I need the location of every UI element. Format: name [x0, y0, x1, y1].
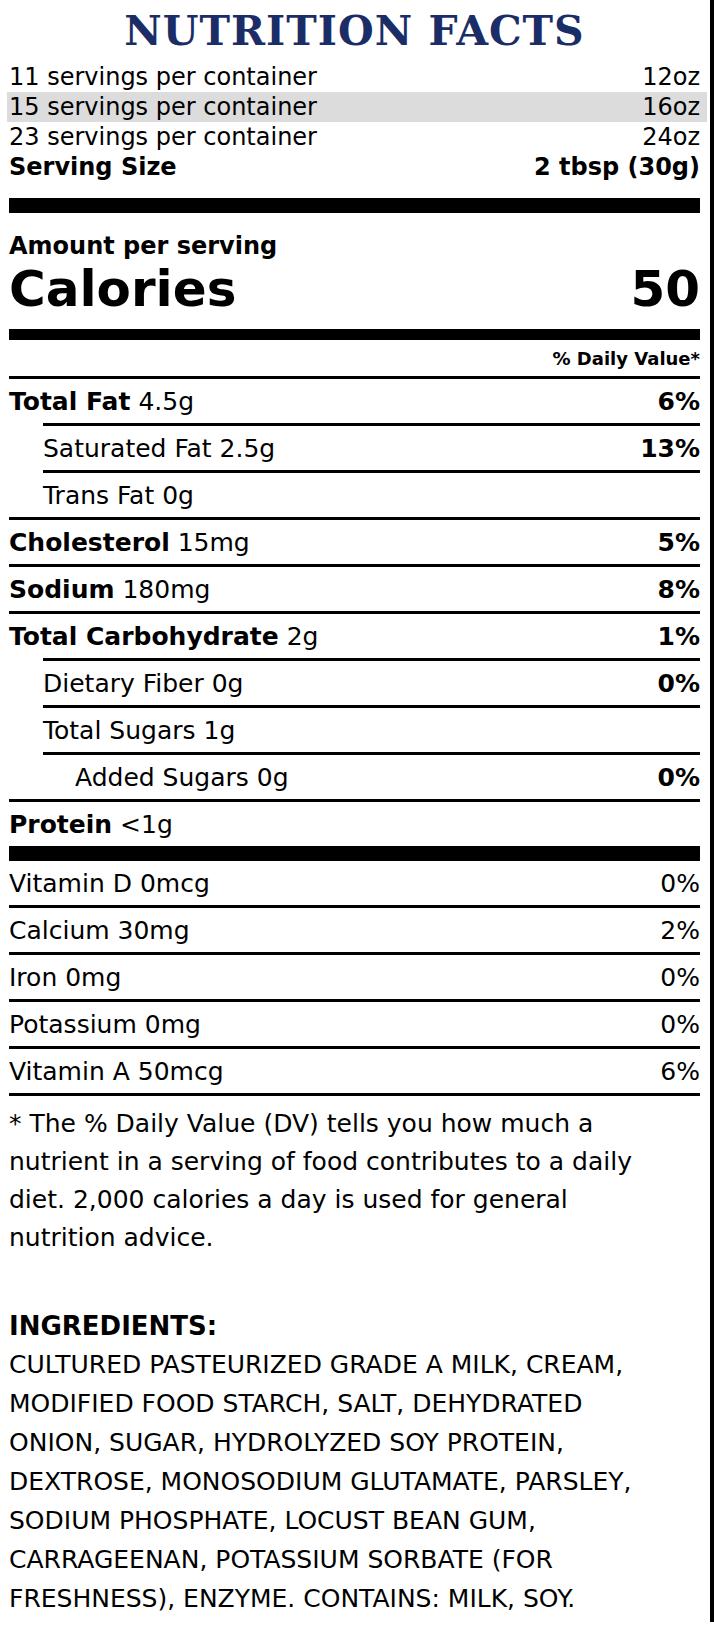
nutrient-label: Dietary Fiber 0g [43, 669, 243, 698]
nutrient-percent: 0% [658, 669, 700, 698]
ingredients-section: INGREDIENTS: CULTURED PASTEURIZED GRADE … [9, 1307, 700, 1618]
thick-divider [9, 198, 700, 213]
nutrient-row-total-carbohydrate: Total Carbohydrate 2g 1% [9, 614, 700, 658]
vitamin-label: Vitamin A 50mcg [9, 1057, 224, 1086]
ingredients-line: DEXTROSE, MONOSODIUM GLUTAMATE, PARSLEY, [9, 1462, 700, 1501]
nutrient-label: Trans Fat 0g [43, 481, 194, 510]
vitamin-row-vitamin-a: Vitamin A 50mcg 6% [9, 1049, 700, 1093]
serving-option-16oz-selected[interactable]: 15 servings per container 16oz [7, 92, 707, 122]
label-content: NUTRITION FACTS 11 servings per containe… [0, 6, 714, 1618]
nutrient-label: Cholesterol 15mg [9, 528, 250, 557]
vitamin-label: Potassium 0mg [9, 1010, 201, 1039]
amount-per-serving-label: Amount per serving [9, 231, 700, 261]
ingredients-line: FRESHNESS), ENZYME. CONTAINS: MILK, SOY. [9, 1579, 700, 1618]
nutrient-row-trans-fat: Trans Fat 0g [9, 473, 700, 517]
serving-option-size: 24oz [642, 122, 700, 152]
vitamin-label: Vitamin D 0mcg [9, 869, 210, 898]
ingredients-heading: INGREDIENTS: [9, 1307, 700, 1345]
nutrient-percent: 0% [658, 763, 700, 792]
vitamin-row-iron: Iron 0mg 0% [9, 955, 700, 999]
daily-value-header: % Daily Value* [9, 340, 700, 376]
nutrient-row-dietary-fiber: Dietary Fiber 0g 0% [9, 661, 700, 705]
nutrient-label: Sodium 180mg [9, 575, 210, 604]
ingredients-line: CARRAGEENAN, POTASSIUM SORBATE (FOR [9, 1540, 700, 1579]
nutrient-row-sodium: Sodium 180mg 8% [9, 567, 700, 611]
calories-value: 50 [630, 263, 700, 315]
nutrient-row-added-sugars: Added Sugars 0g 0% [9, 755, 700, 799]
serving-size-row: Serving Size 2 tbsp (30g) [9, 152, 700, 182]
vitamin-percent: 0% [660, 869, 700, 898]
ingredients-line: CULTURED PASTEURIZED GRADE A MILK, CREAM… [9, 1345, 700, 1384]
serving-option-size: 12oz [642, 62, 700, 92]
vitamin-row-potassium: Potassium 0mg 0% [9, 1002, 700, 1046]
ingredients-list: CULTURED PASTEURIZED GRADE A MILK, CREAM… [9, 1345, 700, 1618]
nutrient-label: Total Sugars 1g [43, 716, 235, 745]
nutrient-percent: 13% [640, 434, 700, 463]
nutrient-label: Total Fat 4.5g [9, 387, 194, 416]
daily-value-footnote: * The % Daily Value (DV) tells you how m… [9, 1096, 700, 1257]
page-title: NUTRITION FACTS [9, 6, 700, 56]
ingredients-line: ONION, SUGAR, HYDROLYZED SOY PROTEIN, [9, 1423, 700, 1462]
vitamin-percent: 0% [660, 1010, 700, 1039]
footnote-line: nutrition advice. [9, 1219, 700, 1257]
nutrient-label: Total Carbohydrate 2g [9, 622, 318, 651]
thick-divider [9, 846, 700, 861]
footnote-line: * The % Daily Value (DV) tells you how m… [9, 1105, 700, 1143]
thick-divider [9, 329, 700, 340]
nutrient-label: Saturated Fat 2.5g [43, 434, 275, 463]
serving-size-label: Serving Size [9, 152, 177, 182]
serving-option-24oz[interactable]: 23 servings per container 24oz [9, 122, 700, 152]
vitamin-percent: 2% [660, 916, 700, 945]
nutrient-percent: 5% [658, 528, 700, 557]
nutrition-facts-label: NUTRITION FACTS 11 servings per containe… [0, 0, 714, 1642]
footnote-line: nutrient in a serving of food contribute… [9, 1143, 700, 1181]
serving-option-label: 23 servings per container [9, 122, 317, 152]
ingredients-line: SODIUM PHOSPHATE, LOCUST BEAN GUM, [9, 1501, 700, 1540]
nutrient-percent: 6% [658, 387, 700, 416]
nutrient-label: Protein <1g [9, 810, 173, 839]
servings-section: 11 servings per container 12oz 15 servin… [9, 62, 700, 182]
label-right-border [710, 0, 714, 1622]
vitamin-percent: 6% [660, 1057, 700, 1086]
nutrient-label: Added Sugars 0g [75, 763, 289, 792]
ingredients-line: MODIFIED FOOD STARCH, SALT, DEHYDRATED [9, 1384, 700, 1423]
nutrient-row-total-sugars: Total Sugars 1g [9, 708, 700, 752]
vitamin-label: Calcium 30mg [9, 916, 190, 945]
nutrient-percent: 1% [658, 622, 700, 651]
vitamin-row-vitamin-d: Vitamin D 0mcg 0% [9, 861, 700, 905]
serving-option-label: 11 servings per container [9, 62, 317, 92]
footnote-line: diet. 2,000 calories a day is used for g… [9, 1181, 700, 1219]
serving-option-size: 16oz [642, 92, 700, 122]
calories-row: Calories 50 [9, 263, 700, 315]
nutrient-row-protein: Protein <1g [9, 802, 700, 846]
vitamin-label: Iron 0mg [9, 963, 121, 992]
serving-size-value: 2 tbsp (30g) [534, 152, 700, 182]
nutrient-row-total-fat: Total Fat 4.5g 6% [9, 379, 700, 423]
nutrient-row-cholesterol: Cholesterol 15mg 5% [9, 520, 700, 564]
serving-option-12oz[interactable]: 11 servings per container 12oz [9, 62, 700, 92]
calories-label: Calories [9, 263, 236, 315]
nutrient-percent: 8% [658, 575, 700, 604]
vitamin-percent: 0% [660, 963, 700, 992]
vitamin-row-calcium: Calcium 30mg 2% [9, 908, 700, 952]
nutrient-row-saturated-fat: Saturated Fat 2.5g 13% [9, 426, 700, 470]
serving-option-label: 15 servings per container [9, 92, 317, 122]
